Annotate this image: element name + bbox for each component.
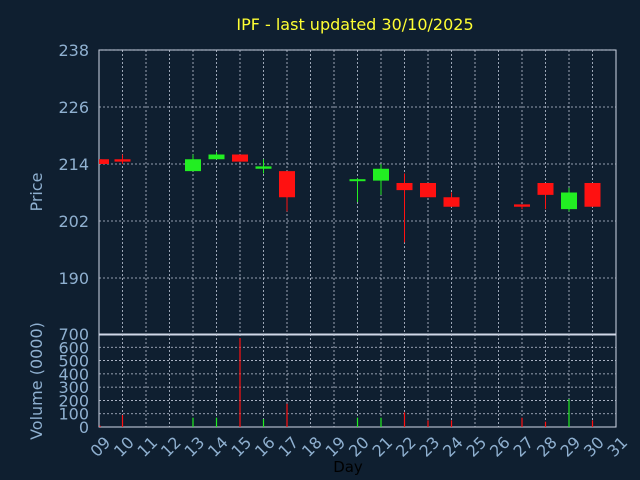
candle-body (349, 179, 366, 182)
price-y-tick: 190 (58, 269, 89, 288)
chart-title: IPF - last updated 30/10/2025 (236, 15, 473, 34)
volume-y-tick: 600 (58, 338, 89, 357)
candle (373, 164, 389, 195)
candle (185, 154, 201, 172)
candle (279, 171, 295, 212)
volume-y-tick: 400 (58, 365, 89, 384)
price-y-tick: 214 (58, 155, 89, 174)
candle (561, 187, 577, 212)
volume-y-tick: 300 (58, 378, 89, 397)
candle (255, 159, 272, 174)
volume-y-tick: 500 (58, 352, 89, 371)
candle (208, 152, 225, 160)
candle-body (420, 183, 436, 198)
price-y-axis-label: Price (27, 172, 46, 211)
price-gridlines (99, 49, 616, 335)
candle-body (185, 159, 201, 172)
price-panel: 190 202 214 226 238 Price (27, 41, 617, 336)
price-y-tick-labels: 190 202 214 226 238 (58, 41, 89, 288)
candle-body (584, 183, 601, 207)
candle (99, 159, 109, 164)
price-y-tick: 226 (58, 98, 89, 117)
candle (420, 183, 436, 198)
volume-y-tick: 0 (79, 418, 89, 437)
price-y-tick: 202 (58, 212, 89, 231)
candle-body (514, 204, 530, 207)
candle-body (99, 159, 109, 164)
volume-y-tick: 700 (58, 325, 89, 344)
candle (349, 178, 366, 202)
candle (114, 154, 131, 164)
candle-body (561, 192, 577, 210)
candle-body (208, 154, 225, 160)
candle (396, 173, 413, 243)
x-tick: 31 (603, 433, 631, 461)
x-axis-label: Day (333, 458, 363, 476)
candle (514, 204, 530, 210)
x-tick-labels: 0910111213141516171819202122232425262728… (86, 433, 631, 461)
volume-bars (99, 337, 594, 427)
candle (232, 154, 248, 162)
candle (443, 192, 460, 207)
volume-y-tick: 200 (58, 391, 89, 410)
candle-body (443, 197, 460, 207)
candle-body (255, 166, 272, 169)
candle-body (114, 159, 131, 162)
volume-y-tick: 100 (58, 405, 89, 424)
candlesticks (99, 152, 601, 243)
volume-y-axis-label: Volume (0000) (27, 322, 46, 440)
candle (584, 183, 601, 207)
candle-body (279, 171, 295, 198)
candle-body (396, 183, 413, 191)
price-y-tick: 238 (58, 41, 89, 60)
candle-body (232, 154, 248, 162)
candle-body (373, 168, 389, 181)
candle (537, 183, 554, 210)
volume-gridlines (99, 334, 616, 427)
candle-body (537, 183, 554, 195)
